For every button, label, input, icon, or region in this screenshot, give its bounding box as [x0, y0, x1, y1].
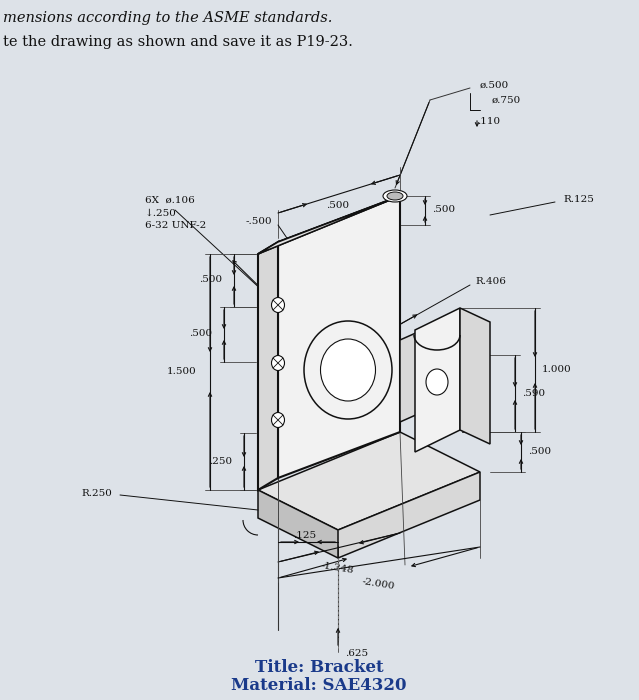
Polygon shape [460, 308, 490, 444]
Ellipse shape [272, 298, 284, 312]
Text: te the drawing as shown and save it as P19-23.: te the drawing as shown and save it as P… [3, 35, 353, 49]
Text: 6-32 UNF-2: 6-32 UNF-2 [145, 221, 206, 230]
Text: -2.000: -2.000 [361, 577, 395, 591]
Text: ø.750: ø.750 [492, 95, 521, 104]
Polygon shape [258, 196, 400, 254]
Ellipse shape [272, 356, 284, 370]
Text: Title: Bracket: Title: Bracket [255, 659, 383, 676]
Polygon shape [338, 472, 480, 558]
Text: .500: .500 [432, 206, 455, 214]
Text: mensions according to the ASME standards.: mensions according to the ASME standards… [3, 11, 332, 25]
Ellipse shape [426, 369, 448, 395]
Text: ø.500: ø.500 [480, 80, 509, 90]
Ellipse shape [387, 192, 403, 200]
Text: R.125: R.125 [563, 195, 594, 204]
Text: .590: .590 [522, 389, 545, 398]
Text: .500: .500 [327, 202, 350, 211]
Text: .250: .250 [209, 458, 232, 466]
Text: 1.000: 1.000 [542, 365, 572, 375]
Ellipse shape [272, 412, 284, 428]
Polygon shape [278, 196, 400, 478]
Ellipse shape [304, 321, 392, 419]
Polygon shape [400, 320, 445, 422]
Text: .500: .500 [199, 276, 222, 284]
Polygon shape [258, 432, 480, 530]
Ellipse shape [383, 190, 407, 202]
Text: ↓.250: ↓.250 [145, 209, 177, 218]
Polygon shape [258, 196, 400, 254]
Text: Material: SAE4320: Material: SAE4320 [231, 678, 407, 694]
Text: .625: .625 [345, 648, 368, 657]
Polygon shape [415, 308, 460, 452]
Text: 6X  ø.106: 6X ø.106 [145, 195, 195, 204]
Text: .110: .110 [477, 118, 500, 127]
Ellipse shape [321, 339, 376, 401]
Text: R.406: R.406 [475, 277, 506, 286]
Polygon shape [258, 490, 338, 558]
Text: -1.348: -1.348 [320, 561, 354, 575]
Text: .125: .125 [293, 531, 316, 540]
Text: 1.500: 1.500 [167, 368, 197, 377]
Text: R.250: R.250 [81, 489, 112, 498]
Text: -.500: -.500 [245, 218, 272, 227]
Text: .500: .500 [528, 447, 551, 456]
Polygon shape [258, 242, 278, 490]
Text: .500: .500 [189, 330, 212, 339]
